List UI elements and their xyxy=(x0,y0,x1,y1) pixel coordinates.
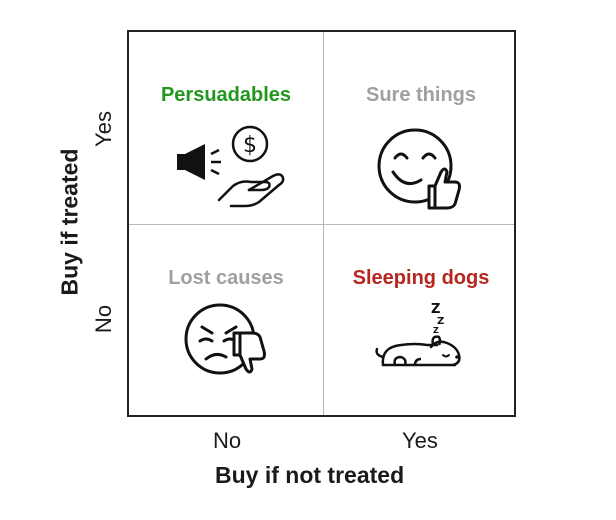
quadrant-label-sleeping-dogs: Sleeping dogs xyxy=(352,267,490,289)
x-axis-title: Buy if not treated xyxy=(215,462,405,488)
sleeping-dog-icon: Z Z Z xyxy=(375,302,461,367)
sleep-z-medium: Z xyxy=(437,316,444,327)
quadrant-label-persuadables: Persuadables xyxy=(160,84,292,106)
y-tick-yes: Yes xyxy=(90,111,116,147)
x-tick-yes: Yes xyxy=(402,428,438,453)
quadrant-label-lost-causes: Lost causes xyxy=(168,267,284,289)
vertical-divider xyxy=(323,32,324,415)
y-tick-no: No xyxy=(91,304,117,334)
smiling-thumbs-up-icon xyxy=(377,128,461,210)
quadrant-sure-things: Sure things xyxy=(324,32,518,224)
sleep-z-small: Z xyxy=(433,326,439,335)
sleep-z-large: Z xyxy=(431,302,440,317)
coin-symbol: $ xyxy=(243,133,257,158)
quadrant-grid: Persuadables $ Sure things xyxy=(127,30,516,417)
x-tick-no: No xyxy=(213,428,242,453)
sad-thumbs-down-icon xyxy=(184,303,266,375)
quadrant-label-sure-things: Sure things xyxy=(365,84,476,106)
y-axis-title: Buy if treated xyxy=(56,148,83,296)
quadrant-lost-causes: Lost causes xyxy=(129,225,323,417)
megaphone-coin-hand-icon: $ xyxy=(177,125,285,208)
quadrant-sleeping-dogs: Sleeping dogs Z Z Z xyxy=(324,225,518,417)
quadrant-persuadables: Persuadables $ xyxy=(129,32,323,224)
horizontal-divider xyxy=(129,224,514,225)
